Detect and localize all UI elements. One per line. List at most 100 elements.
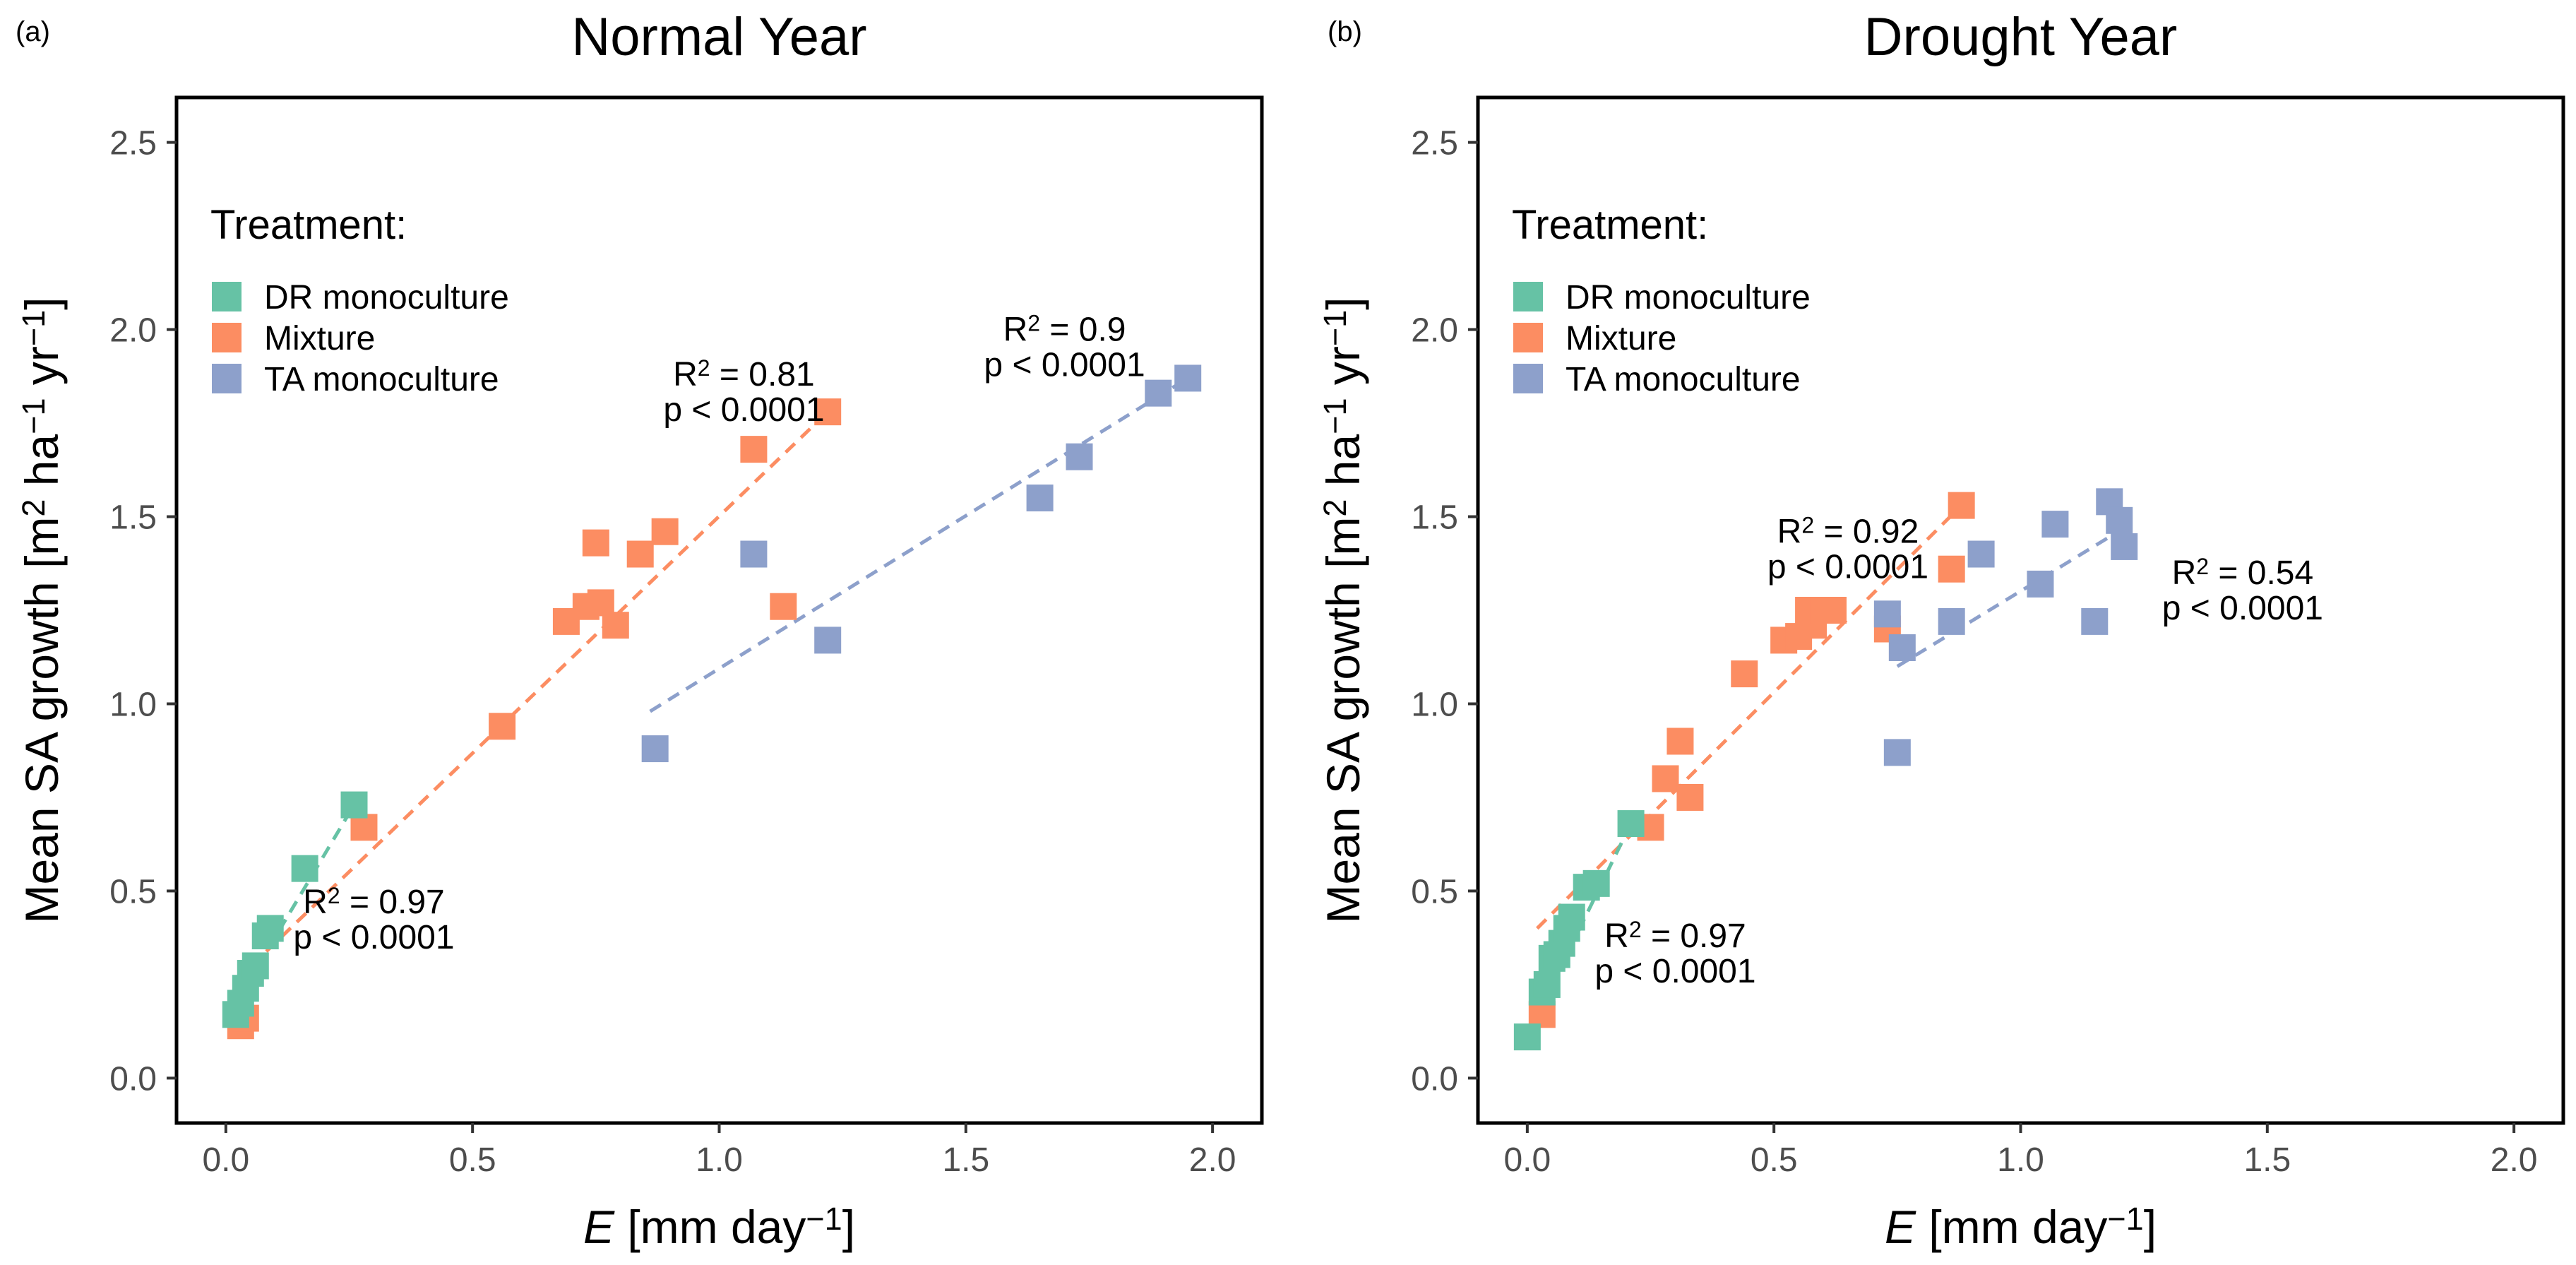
legend-key xyxy=(1513,282,1543,311)
x-tick-label: 0.5 xyxy=(1751,1141,1798,1179)
fit-line-0 xyxy=(1536,504,1963,930)
legend-title: Treatment: xyxy=(210,202,407,248)
x-tick-label: 0.5 xyxy=(449,1141,496,1179)
chart-title: Normal Year xyxy=(571,7,866,67)
data-point-series-0 xyxy=(1731,660,1758,688)
p-value-annotation: p < 0.0001 xyxy=(663,391,824,429)
x-axis-title-part: [mm day xyxy=(614,1201,806,1253)
y-axis-title-part: ha xyxy=(16,434,68,499)
y-axis-title-part: −1 xyxy=(16,398,52,434)
r2-annotation: R2 = 0.97 xyxy=(1604,917,1746,955)
y-axis-title-part: ] xyxy=(16,297,68,310)
data-point-series-2 xyxy=(1617,810,1645,838)
data-point-series-0 xyxy=(1948,492,1975,519)
y-axis-title-part: −1 xyxy=(1317,310,1353,346)
panel-label: (a) xyxy=(16,16,50,47)
r2-value: = 0.81 xyxy=(710,356,815,393)
y-axis-title-part: 2 xyxy=(16,499,52,517)
data-point-series-1 xyxy=(1967,540,1995,568)
x-axis-title: E [mm day−1] xyxy=(583,1201,855,1253)
data-point-series-1 xyxy=(1026,485,1054,512)
data-point-series-1 xyxy=(814,626,842,654)
r2-annotation: R2 = 0.97 xyxy=(303,883,445,921)
legend-title: Treatment: xyxy=(1512,202,1708,248)
legend-key xyxy=(212,323,242,352)
p-value-annotation: p < 0.0001 xyxy=(293,919,454,956)
p-value-annotation: p < 0.0001 xyxy=(2162,590,2323,627)
chart-title: Drought Year xyxy=(1864,7,2178,67)
y-tick-label: 1.5 xyxy=(109,499,157,537)
x-tick-label: 1.5 xyxy=(942,1141,989,1179)
data-point-series-2 xyxy=(1582,869,1610,897)
r2-annotation: R2 = 0.81 xyxy=(673,355,815,393)
data-point-series-1 xyxy=(1883,739,1911,766)
x-tick-label: 2.0 xyxy=(1189,1141,1236,1179)
r2-superscript: 2 xyxy=(2196,554,2209,579)
r2-superscript: 2 xyxy=(1027,310,1040,335)
data-point-series-0 xyxy=(740,436,768,463)
data-point-series-1 xyxy=(1145,379,1172,407)
y-tick-label: 2.0 xyxy=(1411,312,1458,350)
r2-value: = 0.92 xyxy=(1814,513,1919,551)
r2-symbol: R xyxy=(1777,513,1802,551)
x-axis-title-part: ] xyxy=(842,1201,855,1253)
data-point-series-0 xyxy=(582,529,609,557)
x-tick-label: 2.0 xyxy=(2491,1141,2538,1179)
data-point-series-2 xyxy=(1513,1023,1541,1051)
data-point-series-1 xyxy=(1873,600,1901,628)
data-point-series-1 xyxy=(2111,533,2138,560)
chart-panel-a: (a) Normal Year 0.0 0.5 1.0 1.5 2.0 0.0 0.5 1.0 1.… xyxy=(16,7,1264,1253)
data-point-series-2 xyxy=(1533,970,1561,998)
data-point-series-2 xyxy=(256,915,284,942)
data-point-series-0 xyxy=(489,713,516,740)
data-point-series-0 xyxy=(350,814,378,841)
legend-label: DR monoculture xyxy=(1566,279,1811,316)
legend-key xyxy=(212,282,242,311)
y-tick-label: 1.0 xyxy=(109,686,157,723)
y-axis-title: Mean SA growth [m2 ha−1 yr−1] xyxy=(1317,297,1369,924)
x-axis-title-part: −1 xyxy=(806,1201,842,1237)
y-tick-label: 0.5 xyxy=(109,873,157,910)
fit-line-1 xyxy=(1896,526,2125,668)
y-axis-title-part: ] xyxy=(1317,297,1369,310)
r2-symbol: R xyxy=(673,356,698,393)
data-point-series-1 xyxy=(1174,364,1202,392)
data-point-series-0 xyxy=(1676,783,1704,811)
x-axis-title-part: E xyxy=(583,1201,615,1253)
y-tick-label: 0.0 xyxy=(109,1060,157,1098)
r2-superscript: 2 xyxy=(1801,512,1814,538)
legend-label: TA monoculture xyxy=(264,361,499,398)
y-axis-title-part: yr xyxy=(1317,346,1369,398)
data-point-series-1 xyxy=(2027,570,2054,598)
data-point-series-0 xyxy=(1666,727,1694,755)
data-point-series-0 xyxy=(1938,555,1965,583)
y-axis-title-part: 2 xyxy=(1317,499,1353,517)
data-point-series-0 xyxy=(814,398,842,426)
legend-label: DR monoculture xyxy=(264,279,509,316)
chart-panel-b: (b) Drought Year 0.0 0.5 1.0 1.5 2.0 0.0 0.5 1.0 1… xyxy=(1317,7,2565,1253)
data-point-series-2 xyxy=(242,952,269,980)
data-point-series-1 xyxy=(740,540,768,568)
y-tick-label: 2.5 xyxy=(109,125,157,162)
x-tick-label: 1.0 xyxy=(1997,1141,2044,1179)
fit-line-2 xyxy=(234,804,356,1004)
y-tick-label: 0.0 xyxy=(1411,1060,1458,1098)
data-point-series-0 xyxy=(770,593,797,620)
x-axis-title: E [mm day−1] xyxy=(1885,1201,2157,1253)
p-value-annotation: p < 0.0001 xyxy=(1767,549,1928,586)
r2-superscript: 2 xyxy=(328,883,340,908)
r2-symbol: R xyxy=(1604,917,1629,955)
data-point-series-1 xyxy=(2081,607,2109,635)
r2-annotation: R2 = 0.9 xyxy=(1003,310,1126,348)
r2-annotation: R2 = 0.54 xyxy=(2172,554,2314,592)
data-point-series-1 xyxy=(1888,634,1916,661)
r2-value: = 0.54 xyxy=(2209,554,2313,592)
x-tick-label: 0.0 xyxy=(202,1141,249,1179)
data-point-series-1 xyxy=(1066,443,1093,470)
y-tick-label: 1.0 xyxy=(1411,686,1458,723)
data-point-series-1 xyxy=(2106,506,2133,534)
data-point-series-0 xyxy=(626,540,654,568)
data-point-series-2 xyxy=(1558,903,1585,931)
legend-label: Mixture xyxy=(264,320,375,357)
